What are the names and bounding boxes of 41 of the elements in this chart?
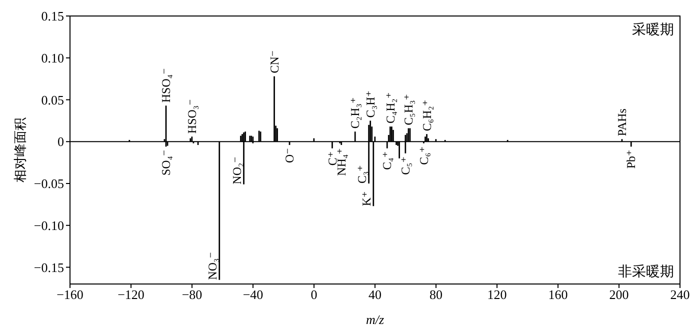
y-tick-label: 0.05 [41,92,64,108]
text: 采暖期 [632,22,674,38]
annotation: HSO₃⁻ [185,99,199,134]
y-tick-label: 0.15 [41,8,64,24]
text: 非采暖期 [618,264,674,280]
annotation: C₂H₃⁺ [348,97,362,129]
annotation: NO₂⁻ [230,156,244,184]
annotation: C₄H₂⁺ [383,92,398,124]
y-tick-label: 0 [58,134,64,150]
y-tick-label: −0.10 [34,218,64,233]
y-axis-title: 相对峰面积 [12,118,28,182]
annotation: C₅⁺ [398,156,412,175]
annotation: PAHs [615,108,630,136]
x-tick-label: 160 [548,287,568,302]
y-tick-label: −0.15 [34,260,64,275]
x-tick-label: −160 [56,287,84,302]
x-tick-label: 240 [670,287,690,302]
annotation: C₄⁺ [380,151,394,170]
x-tick-label: 200 [609,287,629,302]
y-tick-label: 0.10 [41,50,64,66]
x-tick-label: −40 [242,287,264,302]
x-axis-title: m/z [366,312,384,327]
annotation: C₅H₃⁺ [402,94,416,126]
annotation: CN⁻ [267,50,282,74]
annotation: SO₄⁻ [159,150,174,176]
x-tick-label: −80 [182,287,202,302]
x-tick-label: 80 [430,287,442,302]
annotation: HSO₄⁻ [159,68,174,103]
annotation: K⁺ [359,191,374,206]
x-tick-label: 120 [487,287,507,302]
annotation: C₆⁺ [416,146,431,165]
annotation: NO₃⁻ [205,252,220,280]
annotation: Pb⁺ [624,150,638,169]
annotation: C₆H₂⁺ [420,100,434,132]
x-tick-label: 40 [368,287,382,302]
annotation: C₃⁺ [354,164,369,184]
annotation: O⁻ [282,148,297,163]
x-tick-label: −120 [118,287,144,302]
x-tick-label: 0 [310,287,318,302]
y-tick-label: −0.05 [34,176,64,192]
annotation: C₃H⁺ [363,90,378,118]
